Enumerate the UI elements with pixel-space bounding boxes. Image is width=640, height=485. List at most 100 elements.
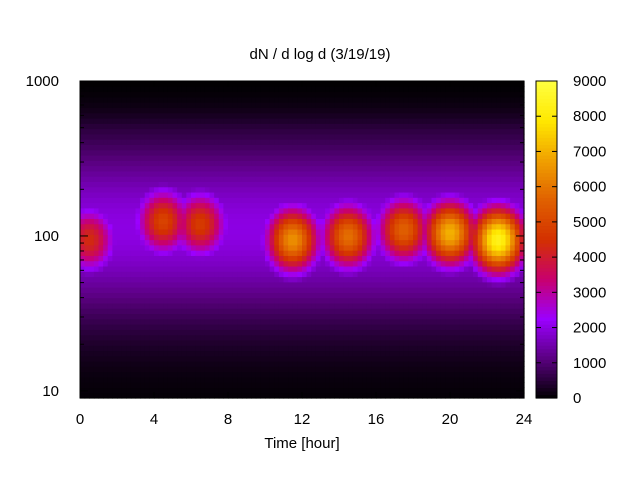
heatmap-cell — [283, 366, 289, 373]
heatmap-cell — [177, 382, 183, 389]
heatmap-cell — [93, 213, 100, 219]
heatmap-cell — [260, 149, 266, 156]
heatmap-cell — [306, 366, 312, 373]
heatmap-cell — [339, 255, 345, 262]
heatmap-cell — [209, 281, 215, 288]
heatmap-cell — [107, 202, 113, 209]
heatmap-cell — [325, 170, 331, 177]
heatmap-cell — [422, 318, 428, 325]
heatmap-cell — [376, 81, 382, 87]
heatmap-cell — [251, 276, 257, 283]
heatmap-cell — [389, 366, 396, 373]
heatmap-cell — [117, 170, 123, 177]
heatmap-cell — [278, 392, 285, 399]
heatmap-cell — [408, 329, 414, 336]
heatmap-cell — [84, 392, 90, 399]
heatmap-cell — [181, 350, 187, 357]
heatmap-cell — [130, 361, 137, 367]
heatmap-cell — [426, 139, 433, 145]
heatmap-cell — [283, 144, 289, 151]
heatmap-cell — [241, 181, 248, 188]
heatmap-cell — [422, 313, 428, 320]
heatmap-cell — [306, 345, 312, 352]
heatmap-cell — [251, 160, 257, 167]
heatmap-cell — [241, 228, 248, 235]
heatmap-cell — [366, 144, 372, 151]
heatmap-cell — [195, 302, 201, 309]
heatmap-cell — [343, 144, 349, 151]
heatmap-cell — [255, 313, 261, 320]
heatmap-cell — [163, 86, 169, 93]
heatmap-cell — [343, 334, 349, 341]
heatmap-cell — [260, 250, 266, 256]
heatmap-cell — [343, 96, 349, 103]
heatmap-cell — [140, 133, 146, 140]
heatmap-cell — [394, 244, 400, 251]
heatmap-cell — [126, 223, 132, 230]
heatmap-cell — [311, 228, 317, 235]
heatmap-cell — [228, 81, 234, 87]
heatmap-cell — [339, 123, 345, 130]
heatmap-cell — [237, 128, 243, 135]
heatmap-cell — [408, 234, 414, 241]
heatmap-cell — [408, 255, 414, 262]
heatmap-cell — [117, 392, 123, 399]
heatmap-cell — [339, 392, 345, 399]
heatmap-cell — [408, 186, 414, 193]
heatmap-cell — [154, 170, 160, 177]
heatmap-cell — [154, 149, 160, 156]
heatmap-cell — [191, 202, 197, 209]
heatmap-cell — [352, 371, 359, 378]
heatmap-cell — [399, 218, 405, 225]
heatmap-cell — [403, 218, 409, 225]
heatmap-cell — [177, 86, 183, 93]
heatmap-cell — [112, 107, 118, 114]
heatmap-cell — [403, 387, 409, 394]
heatmap-cell — [343, 339, 349, 346]
heatmap-cell — [440, 318, 446, 325]
heatmap-cell — [274, 154, 280, 161]
heatmap-cell — [454, 302, 460, 309]
heatmap-cell — [288, 218, 294, 225]
heatmap-cell — [334, 91, 340, 98]
heatmap-cell — [117, 165, 123, 172]
heatmap-cell — [302, 271, 308, 278]
heatmap-cell — [186, 81, 192, 87]
heatmap-cell — [172, 176, 178, 182]
heatmap-cell — [89, 117, 95, 124]
heatmap-cell — [334, 382, 340, 389]
heatmap-cell — [352, 339, 359, 346]
heatmap-cell — [177, 329, 183, 336]
heatmap-cell — [195, 154, 201, 161]
heatmap-cell — [117, 387, 123, 394]
heatmap-cell — [117, 276, 123, 283]
heatmap-cell — [135, 102, 141, 109]
heatmap-cell — [302, 292, 308, 299]
heatmap-cell — [117, 334, 123, 341]
heatmap-cell — [126, 170, 132, 177]
heatmap-cell — [306, 128, 312, 135]
heatmap-cell — [200, 260, 206, 267]
heatmap-cell — [232, 313, 238, 320]
heatmap-cell — [413, 123, 419, 130]
heatmap-cell — [315, 281, 322, 288]
heatmap-cell — [209, 102, 215, 109]
heatmap-cell — [126, 128, 132, 135]
heatmap-cell — [126, 133, 132, 140]
heatmap-cell — [366, 287, 372, 293]
heatmap-cell — [186, 223, 192, 230]
heatmap-cell — [265, 313, 271, 320]
heatmap-cell — [204, 186, 211, 193]
heatmap-cell — [154, 197, 160, 204]
heatmap-cell — [283, 102, 289, 109]
heatmap-cell — [93, 271, 100, 278]
heatmap-cell — [167, 292, 174, 299]
heatmap-cell — [135, 197, 141, 204]
heatmap-cell — [232, 250, 238, 256]
heatmap-cell — [426, 149, 433, 156]
heatmap-cell — [204, 181, 211, 188]
heatmap-cell — [417, 107, 423, 114]
heatmap-cell — [352, 313, 359, 320]
heatmap-cell — [107, 239, 113, 246]
heatmap-cell — [454, 144, 460, 151]
